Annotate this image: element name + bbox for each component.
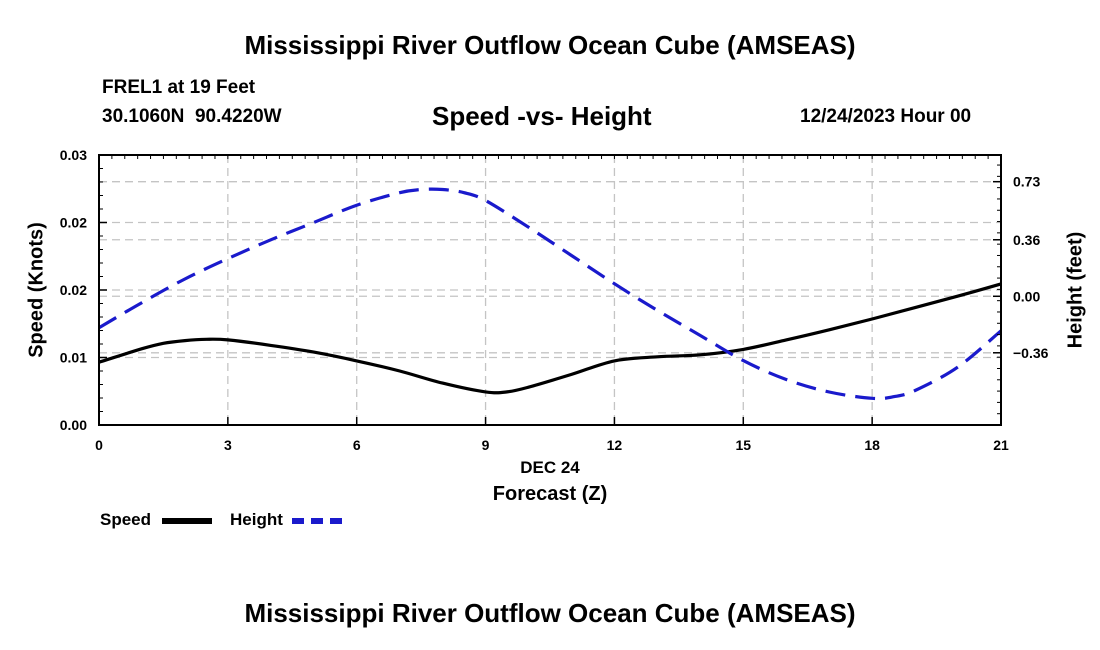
x-axis-label: Forecast (Z) — [492, 483, 608, 505]
page-title: Mississippi River Outflow Ocean Cube (AM… — [244, 30, 856, 60]
x-tick-label: 12 — [607, 437, 623, 453]
y-tick-label: 0.03 — [60, 147, 87, 163]
x-tick-label: 18 — [864, 437, 880, 453]
y-tick-label: 0.02 — [60, 215, 87, 231]
y2-tick-label: −0.36 — [1013, 345, 1049, 361]
y2-tick-label: 0.36 — [1013, 232, 1040, 248]
series-height-line — [98, 187, 1003, 401]
x-tick-label: 0 — [95, 437, 103, 453]
legend-speed-label: Speed — [100, 510, 152, 529]
y-tick-label: 0.00 — [60, 417, 87, 433]
y2-tick-label: 0.73 — [1013, 174, 1040, 190]
y-tick-label: 0.02 — [60, 282, 87, 298]
x-tick-label: 3 — [224, 437, 232, 453]
series-speed-line — [98, 282, 1002, 395]
x-date-label: DEC 24 — [520, 458, 580, 477]
x-tick-label: 15 — [735, 437, 751, 453]
legend-height-line — [292, 518, 342, 524]
station-coords: 30.1060N 90.4220W — [102, 106, 282, 127]
y2-tick-label: 0.00 — [1013, 288, 1040, 304]
legend-height-label: Height — [230, 510, 283, 529]
page-title-repeat: Mississippi River Outflow Ocean Cube (AM… — [244, 598, 856, 628]
x-tick-label: 6 — [353, 437, 361, 453]
chart-subtitle: Speed -vs- Height — [432, 101, 652, 131]
y-axis-label: Speed (Knots) — [25, 222, 48, 358]
y-tick-label: 0.01 — [60, 350, 87, 366]
x-tick-label: 9 — [482, 437, 490, 453]
x-tick-label: 21 — [993, 437, 1009, 453]
y2-axis-label: Height (feet) — [1064, 231, 1087, 349]
legend-speed-line — [162, 518, 212, 524]
forecast-datetime: 12/24/2023 Hour 00 — [800, 106, 972, 127]
station-label: FREL1 at 19 Feet — [102, 77, 256, 98]
